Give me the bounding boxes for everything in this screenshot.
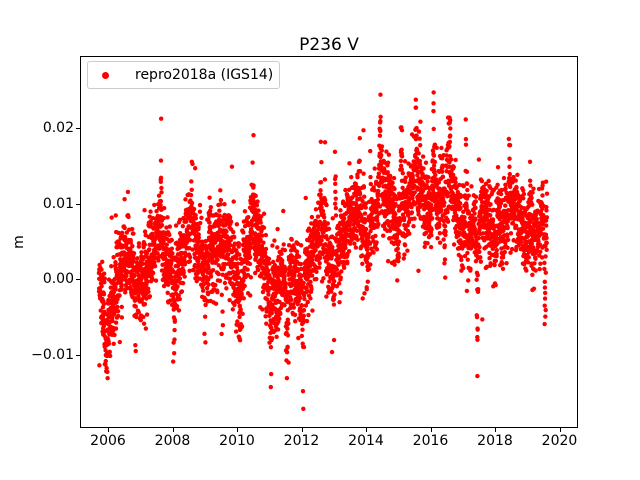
y-axis-label: m	[11, 235, 27, 249]
x-tick-label: 2020	[541, 433, 578, 449]
y-tick-mark	[76, 279, 80, 280]
x-tick-label: 2018	[477, 433, 513, 449]
chart-title: P236 V	[299, 35, 359, 55]
x-tick-mark	[172, 428, 174, 432]
y-tick-mark	[76, 355, 80, 356]
x-tick-label: 2016	[412, 433, 449, 449]
x-tick-mark	[559, 428, 561, 432]
x-tick-label: 2014	[348, 433, 384, 449]
x-tick-label: 2008	[154, 433, 191, 449]
x-tick-mark	[430, 428, 432, 432]
y-tick-mark	[76, 128, 80, 129]
x-tick-mark	[237, 428, 238, 432]
legend-marker-icon	[102, 71, 109, 79]
y-tick-label: 0.02	[42, 120, 74, 136]
x-tick-mark	[366, 428, 367, 432]
x-tick-label: 2006	[90, 433, 126, 449]
legend: repro2018a (IGS14)	[87, 61, 280, 89]
scatter-canvas	[81, 57, 577, 427]
y-tick-label: −0.01	[31, 347, 74, 363]
x-tick-label: 2012	[283, 433, 320, 449]
y-tick-mark	[76, 204, 80, 205]
x-tick-label: 2010	[219, 433, 255, 449]
legend-label: repro2018a (IGS14)	[135, 67, 274, 83]
y-tick-label: 0.01	[42, 196, 74, 212]
y-tick-label: 0.00	[42, 271, 74, 287]
x-tick-mark	[301, 428, 303, 432]
x-tick-mark	[495, 428, 496, 432]
x-tick-mark	[108, 428, 109, 432]
